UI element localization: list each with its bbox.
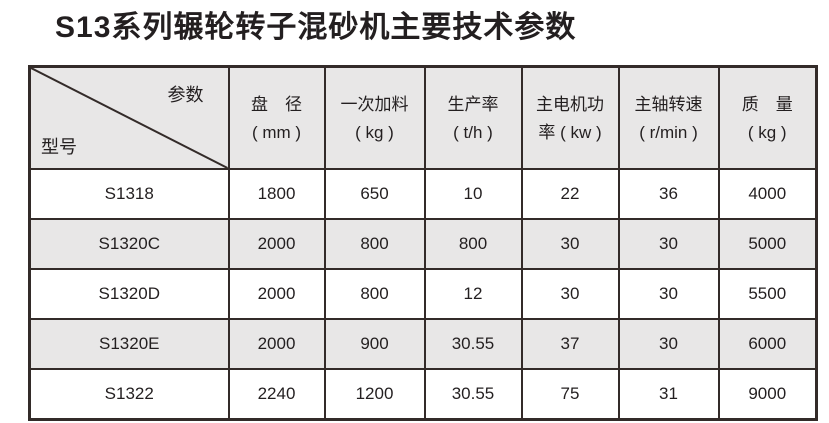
column-header-unit: 率 ( kw )	[538, 122, 602, 142]
table-row: S1320D 2000 800 12 30 30 5500	[28, 268, 818, 320]
value-cell: 650	[323, 168, 426, 220]
model-cell: S1322	[28, 368, 230, 420]
table-row: S1320C 2000 800 800 30 30 5000	[28, 218, 818, 270]
column-header-name: 主轴转速	[634, 94, 703, 114]
model-cell: S1320C	[28, 218, 230, 270]
column-header-unit: ( t/h )	[453, 122, 493, 142]
column-header-unit: ( kg )	[747, 122, 787, 142]
column-header-name: 主电机功	[536, 94, 604, 114]
model-cell: S1320D	[28, 268, 230, 320]
table-row: S1322 2240 1200 30.55 75 31 9000	[28, 368, 818, 420]
value-cell: 4000	[717, 168, 818, 220]
value-cell: 30	[520, 268, 620, 320]
value-cell: 37	[520, 318, 620, 370]
page-title: S13系列辗轮转子混砂机主要技术参数	[55, 11, 577, 44]
value-cell: 6000	[717, 318, 818, 370]
value-cell: 75	[520, 368, 620, 420]
column-header-name: 一次加料	[340, 94, 409, 114]
table-row: S1318 1800 650 10 22 36 4000	[28, 168, 818, 220]
value-cell: 10	[423, 168, 523, 220]
column-header-charge: 一次加料 ( kg )	[323, 65, 426, 170]
value-cell: 2240	[227, 368, 326, 420]
value-cell: 2000	[227, 268, 326, 320]
column-header-unit: ( mm )	[251, 122, 302, 142]
value-cell: 2000	[227, 218, 326, 270]
diagonal-line-icon	[31, 68, 228, 168]
column-header-name: 质 量	[741, 94, 793, 114]
value-cell: 30	[520, 218, 620, 270]
column-header-spindle-speed: 主轴转速 ( r/min )	[617, 65, 720, 170]
header-corner-cell: 参数 型号	[28, 65, 230, 170]
value-cell: 31	[617, 368, 720, 420]
value-cell: 1200	[323, 368, 426, 420]
column-header-motor-power: 主电机功 率 ( kw )	[520, 65, 620, 170]
value-cell: 22	[520, 168, 620, 220]
value-cell: 36	[617, 168, 720, 220]
table-row: S1320E 2000 900 30.55 37 30 6000	[28, 318, 818, 370]
value-cell: 9000	[717, 368, 818, 420]
value-cell: 800	[323, 218, 426, 270]
column-header-pan-diameter: 盘 径 ( mm )	[227, 65, 326, 170]
value-cell: 2000	[227, 318, 326, 370]
column-header-unit: ( r/min )	[639, 122, 698, 142]
model-cell: S1318	[28, 168, 230, 220]
spec-table: 参数 型号 盘 径 ( mm ) 一次加料 ( kg ) 生产率 (	[28, 65, 818, 421]
column-header-name: 生产率	[447, 94, 499, 114]
corner-param-label: 参数	[167, 85, 204, 105]
value-cell: 30	[617, 318, 720, 370]
value-cell: 12	[423, 268, 523, 320]
value-cell: 1800	[227, 168, 326, 220]
column-header-unit: ( kg )	[355, 122, 394, 142]
value-cell: 5500	[717, 268, 818, 320]
model-cell: S1320E	[28, 318, 230, 370]
table-header-row: 参数 型号 盘 径 ( mm ) 一次加料 ( kg ) 生产率 (	[28, 65, 818, 170]
value-cell: 5000	[717, 218, 818, 270]
column-header-name: 盘 径	[251, 94, 302, 114]
column-header-mass: 质 量 ( kg )	[717, 65, 818, 170]
value-cell: 30.55	[423, 318, 523, 370]
value-cell: 30.55	[423, 368, 523, 420]
value-cell: 800	[423, 218, 523, 270]
column-header-productivity: 生产率 ( t/h )	[423, 65, 523, 170]
value-cell: 30	[617, 218, 720, 270]
corner-diagonal-cell: 参数 型号	[31, 68, 228, 168]
value-cell: 900	[323, 318, 426, 370]
value-cell: 800	[323, 268, 426, 320]
corner-model-label: 型号	[41, 137, 77, 157]
value-cell: 30	[617, 268, 720, 320]
